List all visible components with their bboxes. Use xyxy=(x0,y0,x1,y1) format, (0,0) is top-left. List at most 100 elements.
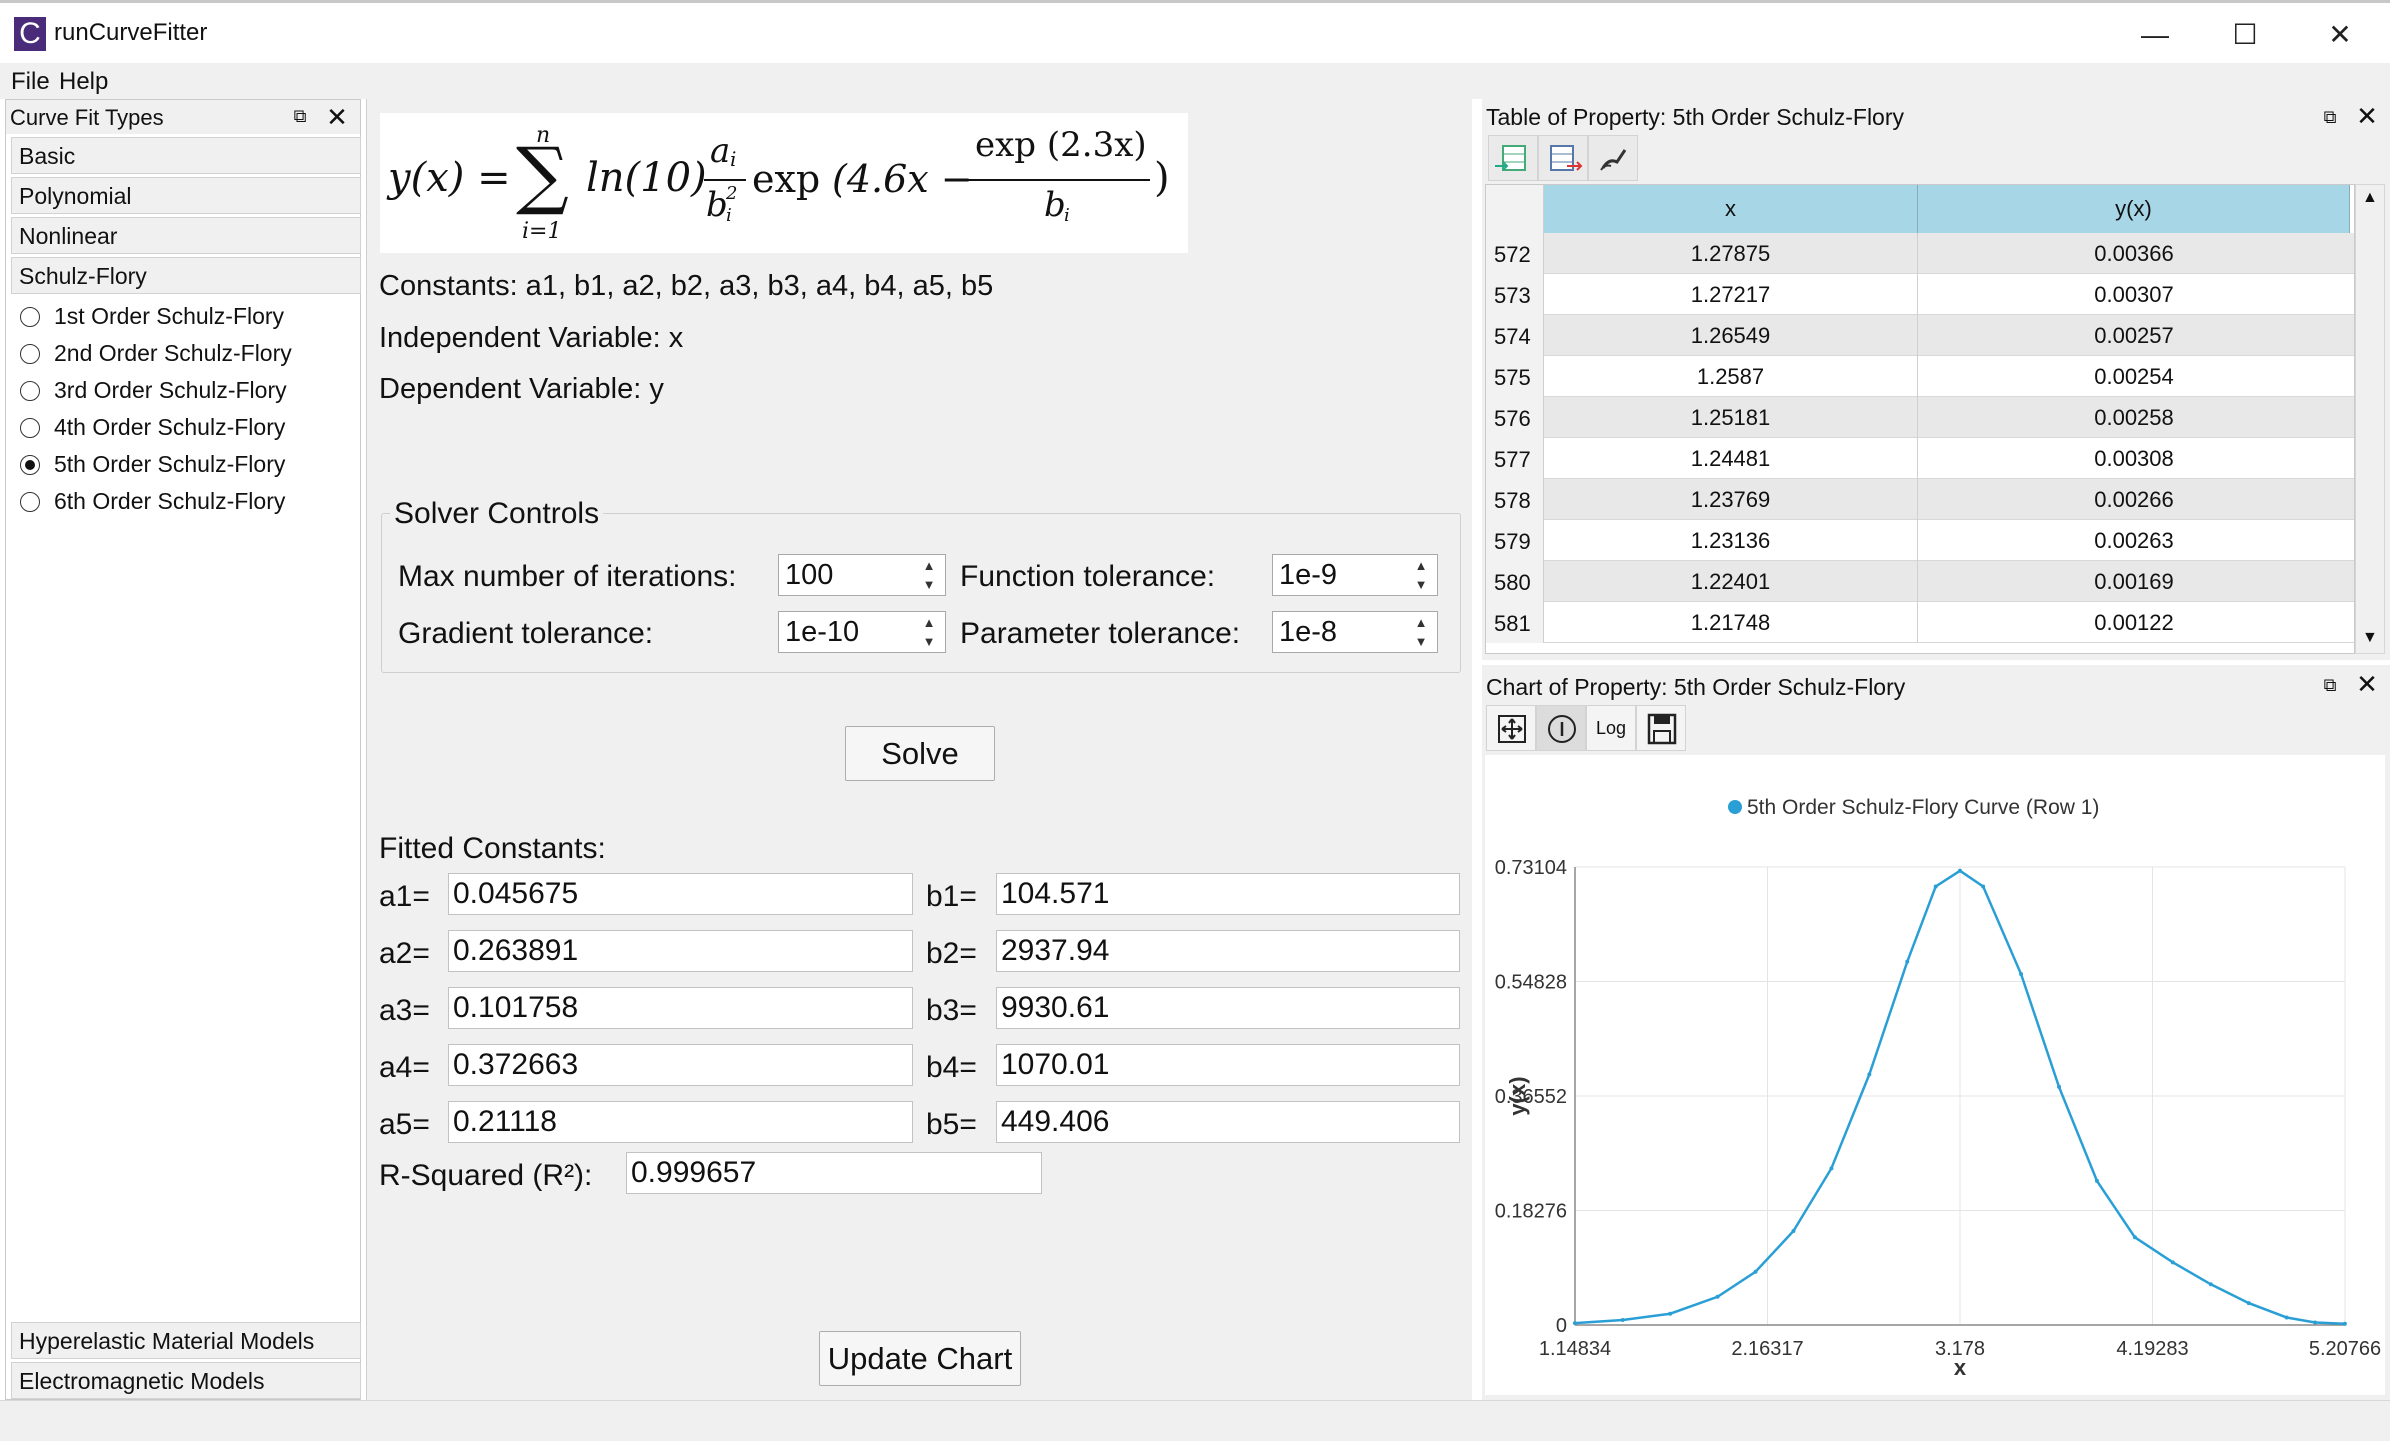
row-number[interactable]: 576 xyxy=(1486,397,1544,438)
max-iterations-spinbox[interactable]: 100 ▲ ▼ xyxy=(778,554,946,596)
cell-y[interactable]: 0.00254 xyxy=(2094,364,2174,389)
data-point[interactable] xyxy=(1867,1072,1872,1077)
cell-x[interactable]: 1.21748 xyxy=(1544,602,1918,643)
data-point[interactable] xyxy=(1753,1269,1758,1274)
table-row[interactable]: 579 1.23136 0.00263 xyxy=(1486,520,2354,561)
cell-x[interactable]: 1.26549 xyxy=(1544,315,1918,356)
b1-field[interactable]: 104.571 xyxy=(996,873,1460,915)
data-point[interactable] xyxy=(1905,959,1910,964)
option-4th-order[interactable]: 4th Order Schulz-Flory xyxy=(20,414,285,448)
float-panel-icon[interactable]: ⧉ xyxy=(293,106,307,126)
close-panel-icon[interactable]: ✕ xyxy=(326,102,348,132)
data-point[interactable] xyxy=(1791,1229,1796,1234)
line-chart[interactable]: 1.14834 2.16317 3.178 4.19283 5.20766 0 0.1827… xyxy=(1485,755,2385,1395)
row-number[interactable]: 573 xyxy=(1486,274,1544,315)
float-panel-icon[interactable]: ⧉ xyxy=(2323,107,2337,127)
table-row[interactable]: 577 1.24481 0.00308 xyxy=(1486,438,2354,479)
data-point[interactable] xyxy=(2342,1321,2347,1326)
cell-y[interactable]: 0.00266 xyxy=(2094,487,2174,512)
spin-down-icon[interactable]: ▼ xyxy=(922,577,936,592)
close-panel-icon[interactable]: ✕ xyxy=(2356,101,2378,131)
data-point[interactable] xyxy=(1668,1311,1673,1316)
category-nonlinear[interactable]: Nonlinear xyxy=(11,217,361,254)
table-row[interactable]: 572 1.27875 0.00366 xyxy=(1486,233,2354,274)
spin-up-icon[interactable]: ▲ xyxy=(922,558,936,573)
b4-field[interactable]: 1070.01 xyxy=(996,1044,1460,1086)
option-3rd-order[interactable]: 3rd Order Schulz-Flory xyxy=(20,377,287,411)
data-point[interactable] xyxy=(2094,1178,2099,1183)
import-table-button[interactable] xyxy=(1488,135,1538,181)
data-point[interactable] xyxy=(2313,1320,2318,1325)
row-number[interactable]: 581 xyxy=(1486,602,1544,643)
table-row[interactable]: 581 1.21748 0.00122 xyxy=(1486,602,2354,643)
cell-y[interactable]: 0.00169 xyxy=(2094,569,2174,594)
menu-help[interactable]: Help xyxy=(59,68,109,95)
info-button[interactable] xyxy=(1536,705,1586,751)
clear-table-button[interactable] xyxy=(1588,135,1638,181)
data-point[interactable] xyxy=(2284,1315,2289,1320)
b2-field[interactable]: 2937.94 xyxy=(996,930,1460,972)
cell-x[interactable]: 1.23136 xyxy=(1544,520,1918,561)
data-point[interactable] xyxy=(2019,972,2024,977)
cell-x[interactable]: 1.2587 xyxy=(1544,356,1918,397)
log-scale-button[interactable]: Log xyxy=(1586,705,1636,751)
row-number[interactable]: 578 xyxy=(1486,479,1544,520)
data-point[interactable] xyxy=(1933,884,1938,889)
row-number[interactable]: 577 xyxy=(1486,438,1544,479)
table-corner[interactable] xyxy=(1486,185,1544,233)
row-number[interactable]: 572 xyxy=(1486,233,1544,274)
table-row[interactable]: 578 1.23769 0.00266 xyxy=(1486,479,2354,520)
cell-y[interactable]: 0.00258 xyxy=(2094,405,2174,430)
column-header-x[interactable]: x xyxy=(1544,185,1918,233)
cell-x[interactable]: 1.27875 xyxy=(1544,233,1918,274)
data-point[interactable] xyxy=(1620,1317,1625,1322)
cell-x[interactable]: 1.22401 xyxy=(1544,561,1918,602)
radio-icon[interactable] xyxy=(20,492,40,512)
table-row[interactable]: 573 1.27217 0.00307 xyxy=(1486,274,2354,315)
spin-down-icon[interactable]: ▼ xyxy=(1414,634,1428,649)
cell-y[interactable]: 0.00122 xyxy=(2094,610,2174,635)
data-point[interactable] xyxy=(1572,1321,1577,1326)
b5-field[interactable]: 449.406 xyxy=(996,1101,1460,1143)
option-2nd-order[interactable]: 2nd Order Schulz-Flory xyxy=(20,340,292,374)
solve-button[interactable]: Solve xyxy=(845,726,995,781)
category-polynomial[interactable]: Polynomial xyxy=(11,177,361,214)
row-number[interactable]: 575 xyxy=(1486,356,1544,397)
table-row[interactable]: 574 1.26549 0.00257 xyxy=(1486,315,2354,356)
option-1st-order[interactable]: 1st Order Schulz-Flory xyxy=(20,303,284,337)
a4-field[interactable]: 0.372663 xyxy=(448,1044,913,1086)
float-panel-icon[interactable]: ⧉ xyxy=(2323,675,2337,695)
spin-up-icon[interactable]: ▲ xyxy=(1414,615,1428,630)
close-panel-icon[interactable]: ✕ xyxy=(2356,669,2378,699)
scroll-up-icon[interactable]: ▲ xyxy=(2362,189,2378,206)
a2-field[interactable]: 0.263891 xyxy=(448,930,913,972)
column-header-y[interactable]: y(x) xyxy=(1918,185,2350,233)
row-number[interactable]: 574 xyxy=(1486,315,1544,356)
row-number[interactable]: 579 xyxy=(1486,520,1544,561)
category-hyperelastic[interactable]: Hyperelastic Material Models xyxy=(11,1322,361,1359)
table-row[interactable]: 580 1.22401 0.00169 xyxy=(1486,561,2354,602)
parameter-tolerance-spinbox[interactable]: 1e-8 ▲ ▼ xyxy=(1272,611,1438,653)
option-5th-order[interactable]: 5th Order Schulz-Flory xyxy=(20,451,285,485)
radio-icon[interactable] xyxy=(20,307,40,327)
row-number[interactable]: 580 xyxy=(1486,561,1544,602)
radio-icon[interactable] xyxy=(20,381,40,401)
cell-x[interactable]: 1.25181 xyxy=(1544,397,1918,438)
cell-x[interactable]: 1.24481 xyxy=(1544,438,1918,479)
cell-x[interactable]: 1.23769 xyxy=(1544,479,1918,520)
radio-icon[interactable] xyxy=(20,418,40,438)
spin-down-icon[interactable]: ▼ xyxy=(922,634,936,649)
maximize-button[interactable]: ☐ xyxy=(2232,19,2258,50)
cell-y[interactable]: 0.00308 xyxy=(2094,446,2174,471)
data-point[interactable] xyxy=(2246,1301,2251,1306)
b3-field[interactable]: 9930.61 xyxy=(996,987,1460,1029)
radio-selected-icon[interactable] xyxy=(20,455,40,475)
data-point[interactable] xyxy=(1829,1166,1834,1171)
cell-x[interactable]: 1.27217 xyxy=(1544,274,1918,315)
cell-y[interactable]: 0.00257 xyxy=(2094,323,2174,348)
data-point[interactable] xyxy=(2057,1084,2062,1089)
table-row[interactable]: 575 1.2587 0.00254 xyxy=(1486,356,2354,397)
data-point[interactable] xyxy=(1981,884,1986,889)
menu-file[interactable]: File xyxy=(11,68,50,95)
spin-down-icon[interactable]: ▼ xyxy=(1414,577,1428,592)
